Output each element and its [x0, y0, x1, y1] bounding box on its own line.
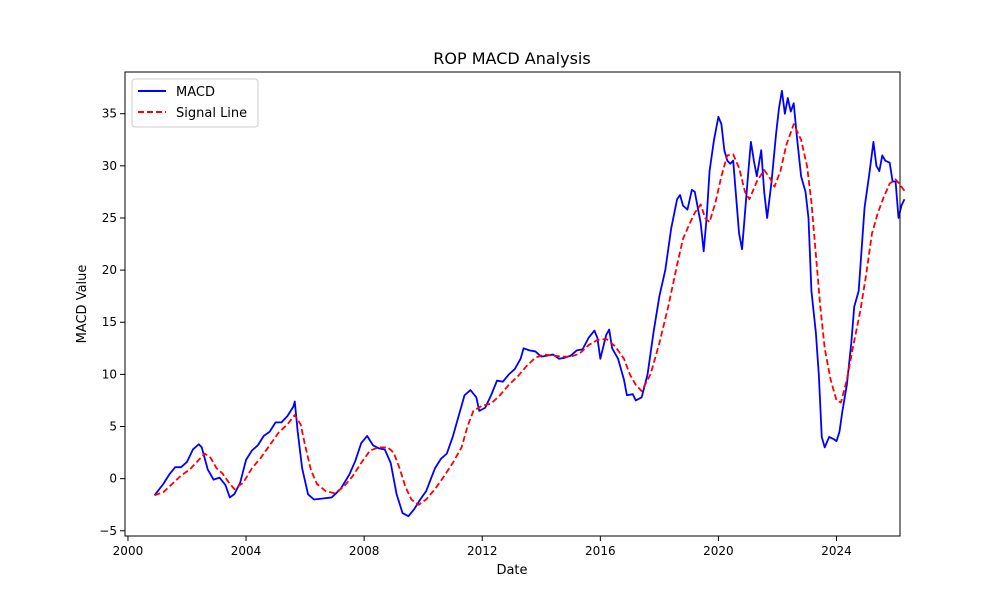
y-tick-label: 15	[102, 315, 117, 329]
x-tick-label: 2012	[467, 544, 498, 558]
x-tick-label: 2024	[821, 544, 852, 558]
x-tick-label: 2004	[231, 544, 262, 558]
y-tick-label: 25	[102, 211, 117, 225]
y-tick-label: −5	[99, 524, 117, 538]
x-tick-label: 2000	[113, 544, 144, 558]
y-tick-label: 0	[109, 472, 117, 486]
legend-label-signal-line: Signal Line	[176, 106, 247, 121]
y-tick-label: 35	[102, 107, 117, 121]
chart-title: ROP MACD Analysis	[433, 49, 590, 68]
x-tick-label: 2020	[703, 544, 734, 558]
y-tick-label: 10	[102, 367, 117, 381]
y-tick-label: 5	[109, 420, 117, 434]
y-axis-label: MACD Value	[75, 265, 90, 344]
x-tick-label: 2008	[349, 544, 380, 558]
x-axis-label: Date	[496, 563, 527, 578]
y-tick-label: 20	[102, 263, 117, 277]
y-tick-label: 30	[102, 159, 117, 173]
legend: MACD Signal Line	[132, 79, 258, 127]
legend-label-macd: MACD	[176, 85, 215, 100]
x-tick-label: 2016	[585, 544, 616, 558]
